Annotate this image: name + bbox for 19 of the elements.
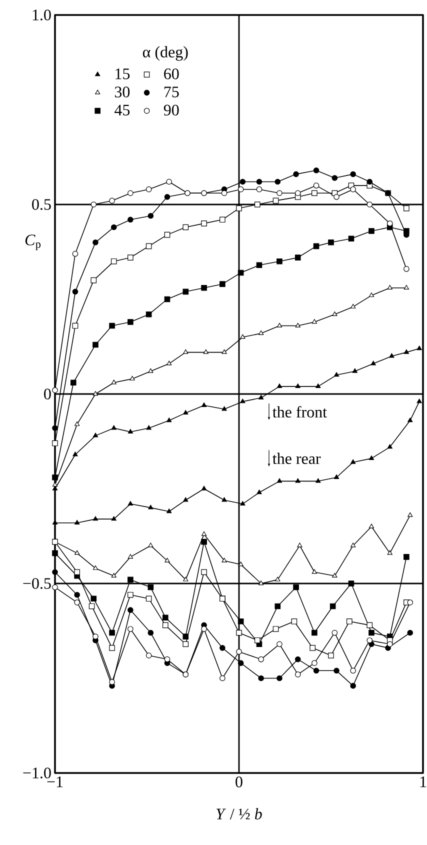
legend-label: 30 (114, 86, 130, 98)
annotation: the front (272, 406, 327, 418)
y-tick-label: −1.0 (23, 768, 51, 778)
legend-label: 90 (164, 104, 179, 116)
legend-label: 75 (164, 86, 179, 98)
legend-label: 60 (164, 68, 179, 80)
y-tick-label: 1.0 (32, 10, 51, 20)
legend-label: 15 (116, 68, 130, 80)
x-tick-label: 0 (236, 776, 242, 788)
y-tick-label: 0.5 (32, 199, 51, 210)
y-axis-title: C$_{p}$ (25, 234, 41, 250)
y-tick-label: −0.5 (23, 578, 51, 589)
annotation: the rear (272, 452, 321, 464)
x-tick-label: −1 (47, 776, 63, 788)
x-axis-title: Y / ½ b (216, 808, 262, 820)
y-tick-label: 0 (44, 388, 51, 400)
x-tick-label: 1 (420, 776, 426, 788)
legend-title: α (deg) (142, 46, 188, 61)
legend-label: 45 (114, 104, 130, 116)
